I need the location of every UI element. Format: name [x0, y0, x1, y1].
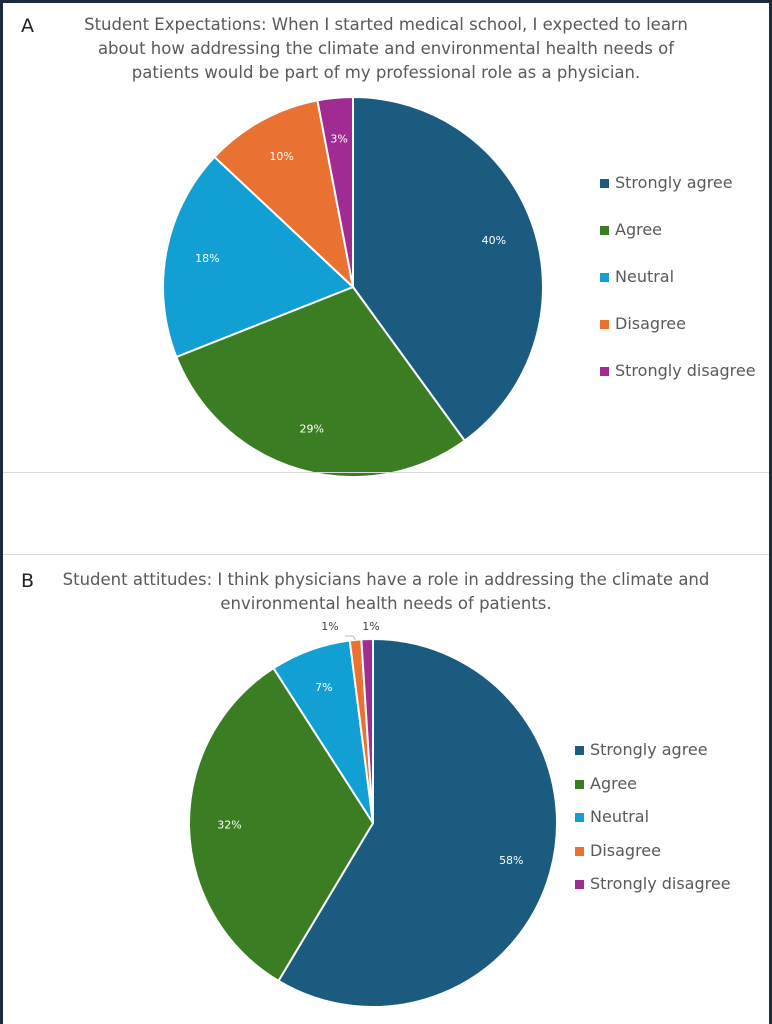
chart-title-a-line-3: patients would be part of my professiona…: [131, 63, 641, 82]
legend-label-disagree: Disagree: [590, 840, 661, 860]
legend-swatch-neutral: [575, 813, 584, 822]
data-label-agree: 29%: [299, 422, 323, 435]
legend-swatch-agree: [575, 779, 584, 789]
data-label-disagree: 10%: [269, 150, 293, 163]
leader-line-disagree: [345, 635, 356, 641]
legend-swatch-agree: [600, 226, 609, 235]
panel-label-b: B: [21, 570, 35, 592]
data-label-strongly-agree: 58%: [499, 854, 523, 867]
pie-slice-neutral: [162, 155, 355, 359]
panel-divider: [3, 554, 769, 555]
legend-label-agree: Agree: [615, 220, 663, 239]
data-label-strongly-disagree: 3%: [330, 133, 347, 146]
legend-swatch-strongly-agree: [600, 179, 609, 188]
legend-label-neutral: Neutral: [590, 807, 650, 826]
legend-swatch-disagree: [575, 846, 584, 856]
data-label-agree: 32%: [217, 818, 241, 831]
pie-slice-disagree: [213, 99, 355, 290]
chart-title-b-line-2: environmental health needs of patients.: [220, 594, 552, 613]
panel-divider: [3, 472, 769, 473]
data-label-neutral: 18%: [195, 252, 219, 265]
data-label-neutral: 7%: [315, 681, 332, 694]
pie-slice-agree: [188, 666, 375, 983]
chart-title-a: Student Expectations: When I started med…: [3, 13, 769, 85]
pie-slice-strongly-agree: [352, 95, 544, 443]
pie-chart-a: 40% 29% 18% 10% 3%: [162, 95, 544, 478]
pie-slice-strongly-agree: [277, 637, 558, 1008]
pie-slice-agree: [175, 285, 467, 478]
data-label-strongly-disagree: 1%: [362, 620, 379, 633]
pie-slice-strongly-disagree: [316, 95, 354, 288]
legend-label-strongly-disagree: Strongly disagree: [590, 874, 731, 893]
data-label-disagree: 1%: [321, 620, 338, 633]
legend-swatch-strongly-disagree: [575, 880, 584, 889]
chart-title-a-line-2: about how addressing the climate and env…: [97, 39, 675, 58]
legend-swatch-neutral: [600, 273, 609, 282]
panel-b: B Student attitudes: I think physicians …: [3, 556, 769, 1024]
chart-title-a-line-1: Student Expectations: When I started med…: [84, 15, 688, 34]
data-label-strongly-agree: 40%: [482, 234, 506, 247]
chart-title-b-line-1: Student attitudes: I think physicians ha…: [62, 570, 710, 589]
legend-label-agree: Agree: [590, 773, 638, 793]
pie-slice-strongly-disagree: [360, 637, 374, 824]
legend-swatch-strongly-agree: [575, 746, 584, 755]
pie-chart-b: 58% 32% 7% 1% 1%: [188, 620, 558, 1008]
legend-swatch-strongly-disagree: [600, 367, 609, 376]
legend-label-strongly-agree: Strongly agree: [615, 173, 733, 192]
legend-label-strongly-disagree: Strongly disagree: [615, 361, 756, 380]
legend-label-strongly-agree: Strongly agree: [590, 740, 708, 759]
panel-label-a: A: [21, 15, 34, 37]
chart-title-b: Student attitudes: I think physicians ha…: [3, 568, 769, 616]
panel-a: A Student Expectations: When I started m…: [3, 3, 769, 478]
legend-label-neutral: Neutral: [615, 267, 675, 286]
legend-label-disagree: Disagree: [615, 314, 686, 333]
legend-swatch-disagree: [600, 320, 609, 329]
